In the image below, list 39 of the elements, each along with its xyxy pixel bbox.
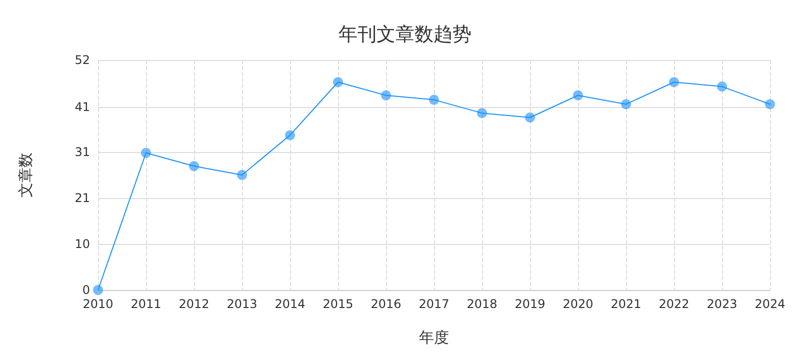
x-tick-label: 2017 <box>418 297 450 311</box>
x-tick-label: 2024 <box>754 297 786 311</box>
point <box>333 77 343 88</box>
y-tick-label: 21 <box>74 191 90 205</box>
point <box>765 99 775 110</box>
y-axis-title: 文章数 <box>16 152 34 198</box>
point <box>525 112 535 122</box>
x-tick-label: 2010 <box>82 297 114 311</box>
point <box>477 108 487 118</box>
point <box>717 82 727 92</box>
y-tick-label: 31 <box>74 145 90 159</box>
point <box>381 90 391 100</box>
x-tick-label: 2016 <box>370 297 402 311</box>
y-tick-label: 41 <box>74 100 90 114</box>
x-axis-title: 年度 <box>419 328 449 346</box>
point <box>93 285 103 295</box>
point <box>669 77 679 88</box>
x-tick-label: 2020 <box>562 297 594 311</box>
y-tick-label: 0 <box>82 283 90 297</box>
y-tick-label: 52 <box>74 53 90 67</box>
x-tick-label: 2019 <box>514 297 546 311</box>
point <box>285 130 295 140</box>
point <box>237 170 247 180</box>
x-tick-label: 2012 <box>178 297 210 311</box>
point <box>621 99 631 110</box>
x-tick-label: 2021 <box>610 297 642 311</box>
point <box>189 161 199 172</box>
x-tick-label: 2014 <box>274 297 306 311</box>
x-tick-label: 2011 <box>130 297 162 311</box>
x-tick-label: 2023 <box>706 297 738 311</box>
x-tick-label: 2018 <box>466 297 498 311</box>
y-tick-label: 10 <box>74 237 90 251</box>
point <box>573 90 583 100</box>
chart-title: 年刊文章数趋势 <box>338 24 472 46</box>
x-tick-label: 2022 <box>658 297 690 311</box>
x-tick-label: 2013 <box>226 297 258 311</box>
point <box>429 94 439 105</box>
point <box>141 148 151 158</box>
x-tick-label: 2015 <box>322 297 354 311</box>
